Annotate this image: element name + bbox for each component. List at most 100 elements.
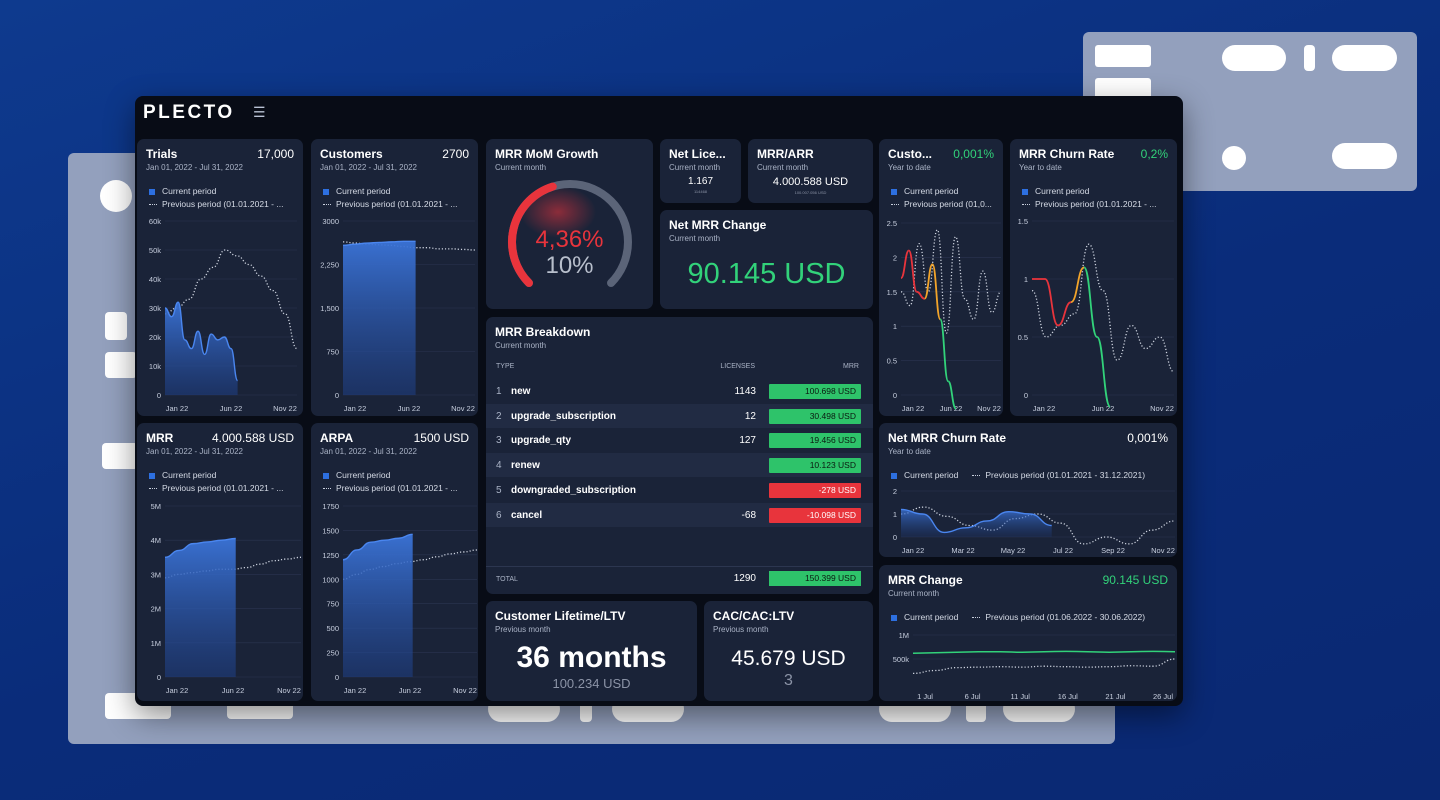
net-mrr-churn-chart: 2 1 0 Jan 22 Mar 22 May 22 Jul 22 Sep 22 Nov 22 <box>893 487 1176 555</box>
y-tick-label: 750 <box>326 600 339 609</box>
current-period-segment <box>900 249 910 279</box>
card-period: Jan 01, 2022 - Jul 31, 2022 <box>320 447 417 456</box>
current-period-segment <box>923 263 934 300</box>
legend-label: Current period <box>904 470 959 480</box>
x-tick-label: 16 Jul <box>1058 692 1078 701</box>
x-tick-label: 11 Jul <box>1010 692 1030 701</box>
legend-current: Current period Previous period (01.01.202… <box>891 470 1145 480</box>
mom-target: 10% <box>545 252 594 279</box>
card-subtitle: Year to date <box>1019 163 1062 172</box>
card-title: MRR Churn Rate <box>1019 147 1115 161</box>
y-tick-label: 0.5 <box>887 357 897 366</box>
card-title: Customer Lifetime/LTV <box>495 609 626 623</box>
card-subtitle: Current month <box>495 163 547 172</box>
legend-label: Previous period (01.01.2021 - ... <box>162 199 284 209</box>
x-tick-label: Jun 22 <box>1092 404 1115 413</box>
mrr-card[interactable]: MRR 4.000.588 USD Jan 01, 2022 - Jul 31,… <box>137 423 303 701</box>
y-tick-label: 1M <box>151 639 161 648</box>
decor-pill <box>1222 45 1286 71</box>
x-tick-label: 6 Jul <box>965 692 981 701</box>
decor-pill <box>1095 78 1151 100</box>
current-period-segment <box>1096 336 1111 408</box>
x-tick-label: Nov 22 <box>453 686 477 695</box>
y-tick-label: 40k <box>149 275 161 284</box>
x-tick-label: Jan 22 <box>344 686 367 695</box>
current-period-line <box>342 533 413 561</box>
mrr-breakdown-card[interactable]: MRR Breakdown Current month TYPE LICENSE… <box>486 317 873 594</box>
mom-growth-card[interactable]: MRR MoM Growth Current month 4,36% 10% <box>486 139 653 309</box>
trials-chart: 60k 50k 40k 30k 20k 10k 0 Jan 22 Jun 22 Nov 22 <box>149 217 298 413</box>
table-row[interactable]: 2 upgrade_subscription 12 30.498 USD <box>486 403 873 428</box>
legend-label: Previous period (01.06.2022 - 30.06.2022… <box>985 612 1146 622</box>
customers-card[interactable]: Customers 2700 Jan 01, 2022 - Jul 31, 20… <box>311 139 478 416</box>
cac-card[interactable]: CAC/CAC:LTV Previous month 45.679 USD 3 <box>704 601 873 701</box>
decor-pill <box>1304 45 1315 71</box>
mrr-arr-small: 100.007.056 USD <box>794 190 827 195</box>
legend-label: Current period <box>336 186 391 196</box>
mrr-churn-rate-card[interactable]: MRR Churn Rate 0,2% Year to date Current… <box>1010 139 1177 416</box>
trials-card[interactable]: Trials 17,000 Jan 01, 2022 - Jul 31, 202… <box>137 139 303 416</box>
card-title: CAC/CAC:LTV <box>713 609 795 623</box>
table-row[interactable]: 1 new 1143 100.698 USD <box>486 379 873 403</box>
row-type: new <box>511 386 531 397</box>
x-tick-label: Jan 22 <box>1033 404 1056 413</box>
y-tick-label: 750 <box>326 348 339 357</box>
y-tick-label: 0.5 <box>1018 333 1028 342</box>
x-tick-label: Nov 22 <box>1151 546 1175 555</box>
table-row[interactable]: 3 upgrade_qty 127 19.456 USD <box>486 428 873 452</box>
y-tick-label: 10k <box>149 362 161 371</box>
legend-previous: Previous period (01.01.2021 - ... <box>1022 199 1156 209</box>
mrr-change-card[interactable]: MRR Change 90.145 USD Current month Curr… <box>879 565 1177 701</box>
table-row[interactable]: 4 renew 10.123 USD <box>486 453 873 478</box>
x-tick-label: Nov 22 <box>451 404 475 413</box>
customer-churn-card[interactable]: Custo... 0,001% Year to date Current per… <box>879 139 1003 416</box>
legend-label: Current period <box>904 612 959 622</box>
net-licenses-card[interactable]: Net Lice... Current month 1.167 114468 <box>660 139 741 203</box>
current-period-line <box>900 508 1052 534</box>
current-period-area <box>343 534 413 677</box>
col-type-header: TYPE <box>496 363 515 370</box>
table-row[interactable]: 5 downgraded_subscription -278 USD <box>486 478 873 502</box>
x-tick-label: Jan 22 <box>166 404 189 413</box>
current-period-segment <box>939 318 950 383</box>
hamburger-icon[interactable]: ☰ <box>253 104 266 120</box>
x-tick-label: Jul 22 <box>1053 546 1073 555</box>
mrr-chart: 5M 4M 3M 2M 1M 0 Jan 22 Jun 22 Nov 22 <box>151 502 302 695</box>
y-tick-label: 0 <box>893 533 897 542</box>
col-licenses-header: LICENSES <box>720 363 755 370</box>
y-tick-label: 500 <box>326 624 339 633</box>
decor-pill <box>1332 143 1397 169</box>
y-tick-label: 4M <box>151 536 161 545</box>
y-tick-label: 500k <box>893 655 910 664</box>
decor-pill <box>1095 45 1151 67</box>
y-tick-label: 250 <box>326 649 339 658</box>
card-title: MRR/ARR <box>757 147 814 161</box>
row-number: 4 <box>496 460 502 472</box>
card-period: Jan 01, 2022 - Jul 31, 2022 <box>320 163 417 172</box>
legend-swatch <box>323 188 329 195</box>
mrr-change-chart: 1M 500k 1 Jul 6 Jul 11 Jul 16 Jul 21 Jul 26 Jul <box>893 631 1176 701</box>
plecto-logo: PLECTO <box>143 102 235 123</box>
y-tick-label: 2M <box>151 605 161 614</box>
legend-dotted <box>891 204 899 206</box>
table-row[interactable]: 6 cancel -68 -10.098 USD <box>486 502 873 527</box>
current-period-segment <box>1044 278 1059 327</box>
x-tick-label: Jan 22 <box>902 546 925 555</box>
arpa-card[interactable]: ARPA 1500 USD Jan 01, 2022 - Jul 31, 202… <box>311 423 478 701</box>
y-tick-label: 0 <box>1024 391 1028 400</box>
arpa-chart: 1750 1500 1250 1000 750 500 250 0 Jan 22 Jun 22 No… <box>322 502 478 695</box>
y-tick-label: 3M <box>151 570 161 579</box>
net-mrr-change-card[interactable]: Net MRR Change Current month 90.145 USD <box>660 210 873 309</box>
card-title: Customers <box>320 147 383 161</box>
customer-ltv-card[interactable]: Customer Lifetime/LTV Previous month 36 … <box>486 601 697 701</box>
legend-swatch <box>1022 188 1028 195</box>
card-subtitle: Year to date <box>888 163 931 172</box>
y-tick-label: 1,500 <box>320 304 339 313</box>
customer-churn-chart: 2.5 2 1.5 1 0.5 0 Jan 22 Jun 22 Nov 22 <box>887 219 1002 413</box>
legend-current: Current period <box>323 186 390 196</box>
net-mrr-churn-card[interactable]: Net MRR Churn Rate 0,001% Year to date C… <box>879 423 1177 557</box>
mrr-arr-card[interactable]: MRR/ARR Current month 4.000.588 USD 100.… <box>748 139 873 203</box>
legend-swatch <box>891 472 897 479</box>
legend-current: Current period <box>891 186 958 196</box>
decor-dot <box>100 180 132 212</box>
